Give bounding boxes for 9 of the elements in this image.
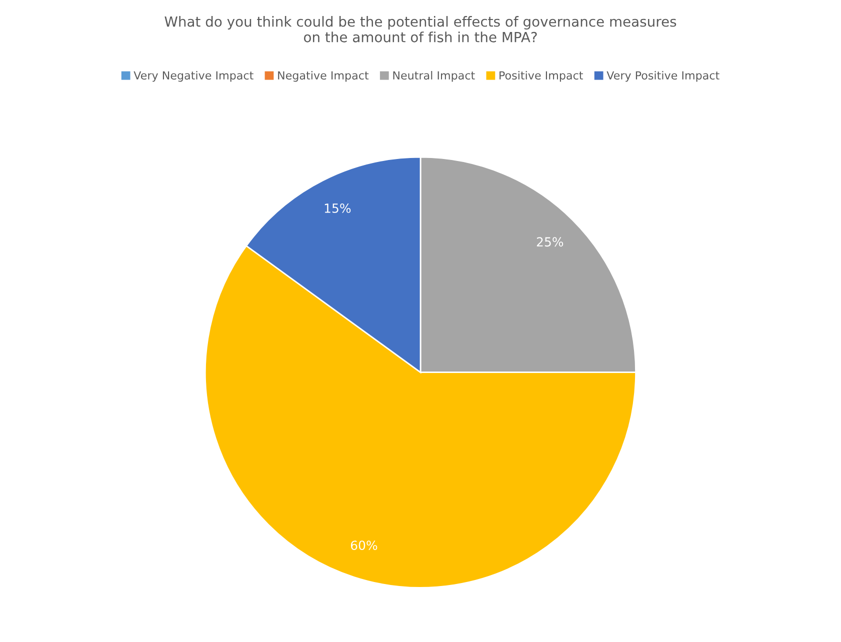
chart-title: What do you think could be the potential effects of governance measures on the amount of fish in the MPA?	[164, 16, 676, 42]
legend-label: Positive Impact	[500, 70, 583, 82]
data-label: 60%	[350, 540, 378, 550]
legend-label: Very Negative Impact	[134, 70, 254, 82]
data-label: 25%	[536, 237, 564, 247]
legend-label: Negative Impact	[278, 70, 369, 82]
legend-label: Neutral Impact	[393, 70, 475, 82]
legend-label: Very Positive Impact	[606, 70, 720, 82]
data-label: 15%	[324, 203, 351, 213]
